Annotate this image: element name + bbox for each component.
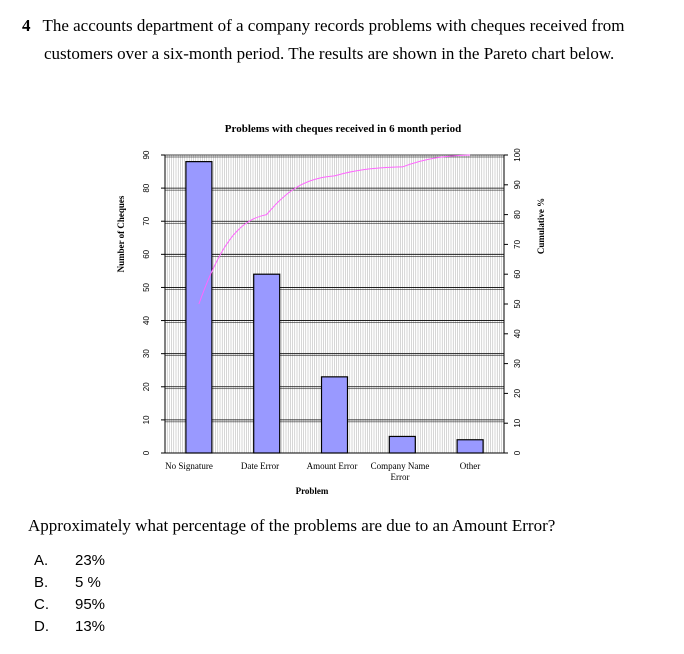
option-letter: D. bbox=[34, 618, 49, 635]
x-tick-label: Other bbox=[460, 461, 481, 471]
y-tick-label: 30 bbox=[142, 349, 151, 358]
x-axis-label: Problem bbox=[296, 486, 329, 496]
question-line-2: customers over a six-month period. The r… bbox=[44, 44, 615, 63]
x-tick-label: Amount Error bbox=[307, 461, 358, 471]
y-tick-label: 50 bbox=[142, 282, 151, 291]
option-letter: B. bbox=[34, 574, 49, 591]
chart-axes: 0 10 20 30 40 50 60 70 80 90 0 10 20 30 40 50 60 70 80 90 10… bbox=[142, 148, 522, 482]
x-tick-label-line2: Error bbox=[391, 472, 410, 482]
option-text: 23% bbox=[75, 552, 106, 569]
question-prompt: Approximately what percentage of the pro… bbox=[28, 516, 556, 535]
y2-tick-label: 60 bbox=[513, 269, 522, 278]
option-letter: A. bbox=[34, 552, 49, 569]
x-tick-label: No Signature bbox=[165, 461, 213, 471]
bar-1 bbox=[253, 273, 281, 454]
option-text: 13% bbox=[75, 618, 106, 635]
y2-tick-label: 10 bbox=[513, 418, 522, 427]
y2-tick-label: 30 bbox=[513, 359, 522, 368]
bar-3 bbox=[388, 435, 416, 454]
y2-tick-label: 40 bbox=[513, 329, 522, 338]
option-text: 95% bbox=[75, 596, 106, 613]
y-tick-label: 60 bbox=[142, 249, 151, 258]
y-tick-label: 0 bbox=[142, 450, 151, 455]
bar-2 bbox=[320, 376, 349, 454]
y-tick-label: 10 bbox=[142, 415, 151, 424]
y-tick-label: 80 bbox=[142, 183, 151, 192]
bar-0 bbox=[185, 161, 213, 454]
answer-options: A. 23% B. 5 % C. 95% D. 13% bbox=[34, 550, 105, 638]
option-letter: C. bbox=[34, 596, 49, 613]
option-d[interactable]: D. 13% bbox=[34, 616, 105, 638]
y-axis-label: Number of Cheques bbox=[116, 195, 126, 272]
y2-tick-label: 100 bbox=[513, 148, 522, 162]
cumulative-path bbox=[198, 154, 471, 305]
y-tick-label: 40 bbox=[142, 316, 151, 325]
option-text: 5 % bbox=[75, 574, 101, 591]
x-tick-label: Company Name bbox=[371, 461, 430, 471]
y-tick-label: 20 bbox=[142, 382, 151, 391]
pareto-chart: Problems with cheques received in 6 mont… bbox=[116, 123, 546, 496]
cumulative-line bbox=[198, 154, 471, 305]
option-a[interactable]: A. 23% bbox=[34, 550, 105, 572]
option-c[interactable]: C. 95% bbox=[34, 594, 105, 616]
y2-axis-label: Cumulative % bbox=[536, 198, 546, 254]
y2-tick-label: 70 bbox=[513, 239, 522, 248]
y2-tick-label: 50 bbox=[513, 299, 522, 308]
y2-tick-label: 0 bbox=[513, 450, 522, 455]
bar-4 bbox=[456, 439, 484, 454]
y-tick-label: 90 bbox=[142, 150, 151, 159]
x-tick-label: Date Error bbox=[241, 461, 279, 471]
y2-tick-label: 90 bbox=[513, 180, 522, 189]
question-line-1: The accounts department of a company rec… bbox=[42, 16, 625, 35]
y2-tick-label: 80 bbox=[513, 210, 522, 219]
y-tick-label: 70 bbox=[142, 216, 151, 225]
chart-title: Problems with cheques received in 6 mont… bbox=[225, 123, 461, 135]
question-number: 4 bbox=[22, 16, 31, 35]
chart-bars bbox=[185, 161, 484, 454]
y2-tick-label: 20 bbox=[513, 388, 522, 397]
option-b[interactable]: B. 5 % bbox=[34, 572, 105, 594]
question-intro: 4 The accounts department of a company r… bbox=[22, 8, 672, 44]
